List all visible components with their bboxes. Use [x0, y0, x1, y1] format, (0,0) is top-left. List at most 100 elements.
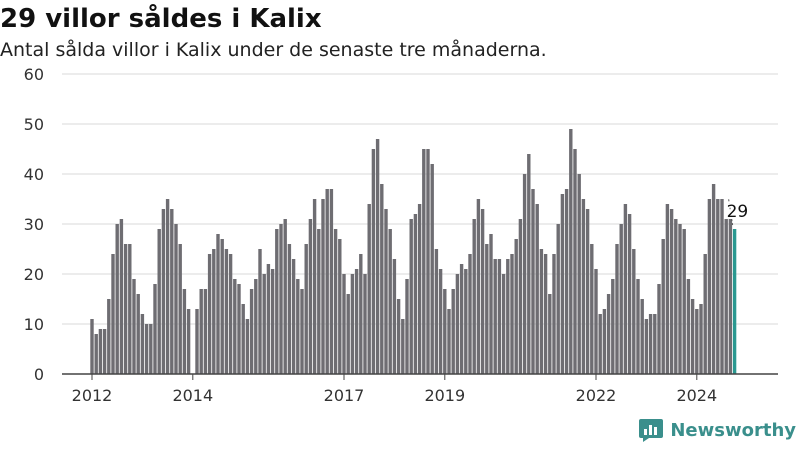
bar [434, 249, 439, 374]
bar [94, 334, 98, 374]
bar [468, 254, 472, 374]
bar [325, 189, 329, 374]
bar [464, 269, 468, 374]
bar [203, 289, 208, 374]
bar [254, 279, 258, 374]
bar [241, 304, 245, 374]
bar [220, 239, 224, 374]
bar [333, 229, 338, 374]
bar [405, 279, 409, 374]
bar [581, 199, 586, 374]
bar [564, 189, 569, 374]
bar [396, 299, 401, 374]
bar [552, 254, 556, 374]
bar [594, 269, 598, 374]
bar [602, 309, 607, 374]
bar [279, 224, 283, 374]
bar [392, 259, 397, 374]
annotation-leader [728, 198, 734, 226]
bar [632, 249, 636, 374]
bar [724, 219, 728, 374]
bar [438, 269, 443, 374]
bar [577, 174, 581, 374]
bar [518, 219, 523, 374]
bar [569, 129, 573, 374]
bar [485, 244, 489, 374]
bar [107, 299, 111, 374]
bar [556, 224, 560, 374]
chart-title: 29 villor såldes i Kalix [0, 4, 322, 34]
bar [182, 289, 187, 374]
bar [212, 249, 216, 374]
bar [371, 149, 376, 374]
y-tick-label: 30 [24, 215, 44, 234]
x-tick-label: 2024 [676, 386, 717, 405]
bar [615, 244, 619, 374]
bar [153, 284, 157, 374]
bar [527, 154, 531, 374]
x-tick-label: 2022 [576, 386, 617, 405]
bar [430, 164, 434, 374]
bar [216, 234, 220, 374]
bar [128, 244, 132, 374]
bar [245, 319, 250, 374]
bar [695, 309, 699, 374]
bar [619, 224, 623, 374]
bar [501, 274, 506, 374]
bar [375, 139, 380, 374]
bar [585, 209, 590, 374]
bar [548, 294, 552, 374]
x-tick-label: 2014 [172, 386, 213, 405]
bar [665, 204, 670, 374]
bar [598, 314, 602, 374]
bar [590, 244, 594, 374]
bar [283, 219, 287, 374]
bar [354, 269, 359, 374]
bar [728, 219, 733, 374]
bar [611, 279, 615, 374]
bar [476, 199, 481, 374]
bar [170, 209, 174, 374]
bar [237, 284, 241, 374]
bar [249, 289, 254, 374]
bar [161, 209, 166, 374]
bar [459, 264, 464, 374]
bar [115, 224, 119, 374]
bar [539, 249, 544, 374]
bar [661, 239, 665, 374]
bar [606, 294, 611, 374]
bar [144, 324, 149, 374]
bar [149, 324, 153, 374]
bar [644, 319, 649, 374]
bar [678, 224, 682, 374]
newsworthy-logo-icon [639, 419, 664, 442]
bar [653, 314, 657, 374]
bar [102, 329, 107, 374]
bar [98, 329, 103, 374]
bar [384, 209, 388, 374]
bar [338, 239, 342, 374]
bar [573, 149, 577, 374]
bar [623, 204, 628, 374]
bar [367, 204, 371, 374]
bar [321, 199, 325, 374]
bar [413, 214, 418, 374]
bar [186, 309, 191, 374]
x-tick-label: 2019 [424, 386, 465, 405]
bar [174, 224, 178, 374]
bar [304, 244, 308, 374]
bar [703, 254, 707, 374]
brand-name: Newsworthy [670, 419, 796, 441]
annotation-label: 29 [727, 202, 749, 222]
chart-subtitle: Antal sålda villor i Kalix under de sena… [0, 39, 547, 61]
bar [648, 314, 653, 374]
y-tick-label: 40 [24, 165, 44, 184]
bar [132, 279, 136, 374]
bar [380, 184, 384, 374]
bar [199, 289, 203, 374]
bar [447, 309, 451, 374]
bar [111, 254, 115, 374]
bar [531, 189, 535, 374]
x-tick-label: 2017 [324, 386, 365, 405]
